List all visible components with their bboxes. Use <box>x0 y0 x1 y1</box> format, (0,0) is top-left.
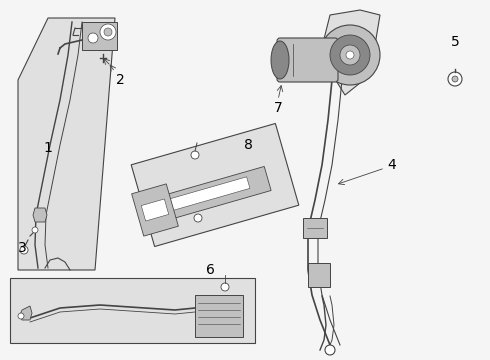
Circle shape <box>18 313 24 319</box>
Circle shape <box>191 151 199 159</box>
Circle shape <box>194 214 202 222</box>
Circle shape <box>104 28 112 36</box>
Polygon shape <box>20 306 32 320</box>
Bar <box>195 295 243 337</box>
Polygon shape <box>320 10 380 95</box>
Text: 4: 4 <box>388 158 396 172</box>
Polygon shape <box>18 18 115 270</box>
Circle shape <box>448 72 462 86</box>
Circle shape <box>320 25 380 85</box>
Text: 2: 2 <box>116 73 124 87</box>
Polygon shape <box>132 184 178 236</box>
FancyBboxPatch shape <box>277 38 338 82</box>
Text: 8: 8 <box>244 138 252 152</box>
Circle shape <box>32 227 38 233</box>
Ellipse shape <box>271 41 289 79</box>
Text: 7: 7 <box>273 101 282 115</box>
Circle shape <box>100 24 116 40</box>
Polygon shape <box>131 123 299 247</box>
Polygon shape <box>33 208 47 222</box>
Text: 6: 6 <box>206 263 215 277</box>
Bar <box>308 263 330 287</box>
Circle shape <box>340 45 360 65</box>
Polygon shape <box>149 166 271 224</box>
Bar <box>82 22 117 50</box>
Bar <box>10 278 255 343</box>
Text: 3: 3 <box>18 241 26 255</box>
Circle shape <box>221 283 229 291</box>
Polygon shape <box>141 199 169 221</box>
Text: 1: 1 <box>44 141 52 155</box>
Circle shape <box>346 51 354 59</box>
Text: 5: 5 <box>451 35 459 49</box>
Circle shape <box>452 76 458 82</box>
Circle shape <box>88 33 98 43</box>
Bar <box>303 218 327 238</box>
Polygon shape <box>160 177 250 213</box>
Circle shape <box>20 246 28 254</box>
Circle shape <box>325 345 335 355</box>
Circle shape <box>330 35 370 75</box>
